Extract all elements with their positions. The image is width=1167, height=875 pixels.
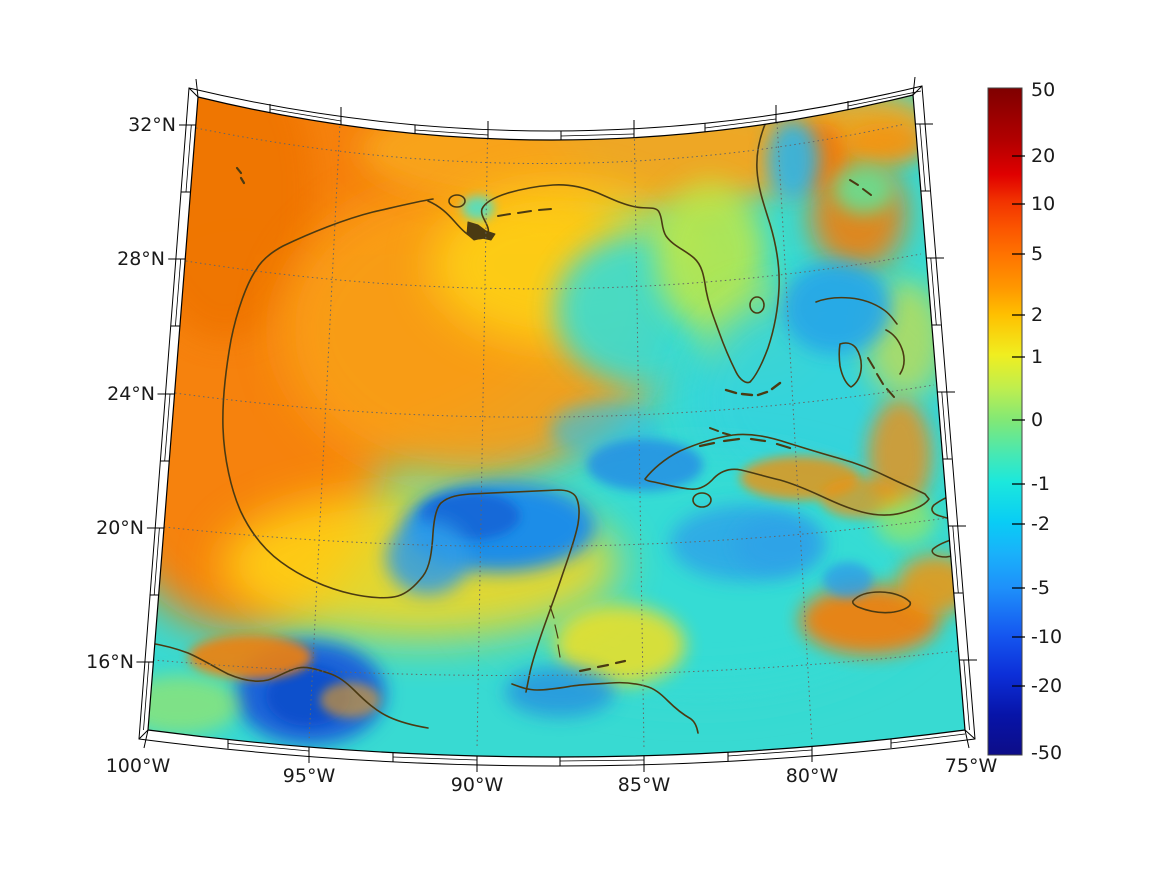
lake-pontchartrain — [448, 194, 466, 208]
cay-sal — [709, 427, 731, 436]
coastline-honduras — [511, 681, 699, 734]
gridline-lon-90w — [476, 109, 489, 750]
lon-axis-labels: 100°W 95°W 90°W 85°W 80°W 75°W — [106, 755, 998, 796]
lat-tick-label-24n: 24°N — [107, 383, 155, 405]
gridline-lon-85w — [633, 110, 645, 751]
colorbar-tick-label-m1: -1 — [1031, 473, 1050, 495]
map-frame — [136, 76, 977, 772]
bay-islands — [578, 659, 627, 673]
gridline-lat-32n — [195, 123, 906, 165]
mississippi-delta — [466, 221, 496, 241]
coastline-jamaica — [851, 591, 912, 614]
colorbar-tick-label-10: 10 — [1031, 193, 1055, 215]
coastlines — [149, 97, 965, 734]
florida-keys — [724, 381, 782, 397]
lat-tick-label-32n: 32°N — [128, 114, 176, 136]
frame-stripes — [143, 90, 970, 762]
lat-tick-label-16n: 16°N — [86, 651, 134, 673]
colorbar-tick-labels: 50 20 10 5 2 1 0 -1 -2 -5 -10 -20 -50 — [1031, 79, 1062, 764]
cuba-cays — [698, 437, 792, 450]
gridline-lat-20n — [163, 517, 948, 547]
bahamas-eleuthera — [885, 329, 905, 375]
atlantic-islets — [849, 179, 872, 196]
colorbar-tick-label-20: 20 — [1031, 145, 1055, 167]
lat-axis-labels: 32°N 28°N 24°N 20°N 16°N — [86, 114, 176, 673]
gridline-lon-95w — [308, 102, 342, 742]
colorbar-tick-label-5: 5 — [1031, 243, 1043, 265]
barrier-islands — [497, 208, 552, 217]
bahamas-exuma — [867, 357, 895, 398]
lon-tick-label-75w: 75°W — [945, 755, 998, 777]
coastline-cuba — [644, 433, 930, 516]
bahamas-grand-abaco — [815, 296, 898, 325]
lon-tick-label-80w: 80°W — [786, 765, 839, 787]
frame-inner — [147, 94, 966, 758]
colorbar-tick-label-0: 0 — [1031, 409, 1043, 431]
heat-field — [148, 95, 965, 757]
colorbar-tick-label-m20: -20 — [1031, 675, 1062, 697]
colorbar-tick-label-2: 2 — [1031, 304, 1043, 326]
bahamas-andros — [838, 342, 863, 388]
colorbar-tick-label-m2: -2 — [1031, 513, 1050, 535]
coastline-pacific-mexico — [149, 642, 429, 729]
coastline-west-gulf — [222, 198, 580, 693]
lon-tick-label-85w: 85°W — [618, 774, 671, 796]
lat-tick-label-28n: 28°N — [117, 248, 165, 270]
gridline-lon-80w — [775, 103, 813, 743]
lon-tick-label-100w: 100°W — [106, 755, 171, 777]
lat-tick-label-20n: 20°N — [96, 517, 144, 539]
colorbar-tick-label-m5: -5 — [1031, 577, 1050, 599]
isla-juventud — [692, 492, 712, 508]
colorbar-tick-label-1: 1 — [1031, 346, 1043, 368]
lon-tick-label-95w: 95°W — [283, 765, 336, 787]
gridline-lat-24n — [174, 384, 935, 418]
gridline-lat-16n — [152, 650, 959, 677]
colorbar-tick-label-m50: -50 — [1031, 742, 1062, 764]
colorbar-tick-label-50: 50 — [1031, 79, 1055, 101]
colorbar-tick-label-m10: -10 — [1031, 626, 1062, 648]
colorbar-ticks — [1012, 155, 1025, 687]
coastline-north-gulf-florida — [427, 97, 780, 384]
axis-ticks — [136, 76, 977, 772]
lon-tick-label-90w: 90°W — [451, 774, 504, 796]
graticule — [152, 102, 959, 751]
texas-lakes — [235, 166, 246, 185]
belize-reef — [549, 605, 561, 658]
colorbar: 50 20 10 5 2 1 0 -1 -2 -5 -10 -20 -50 — [987, 79, 1062, 764]
lake-okeechobee — [749, 296, 765, 314]
colorbar-gradient — [987, 87, 1023, 756]
